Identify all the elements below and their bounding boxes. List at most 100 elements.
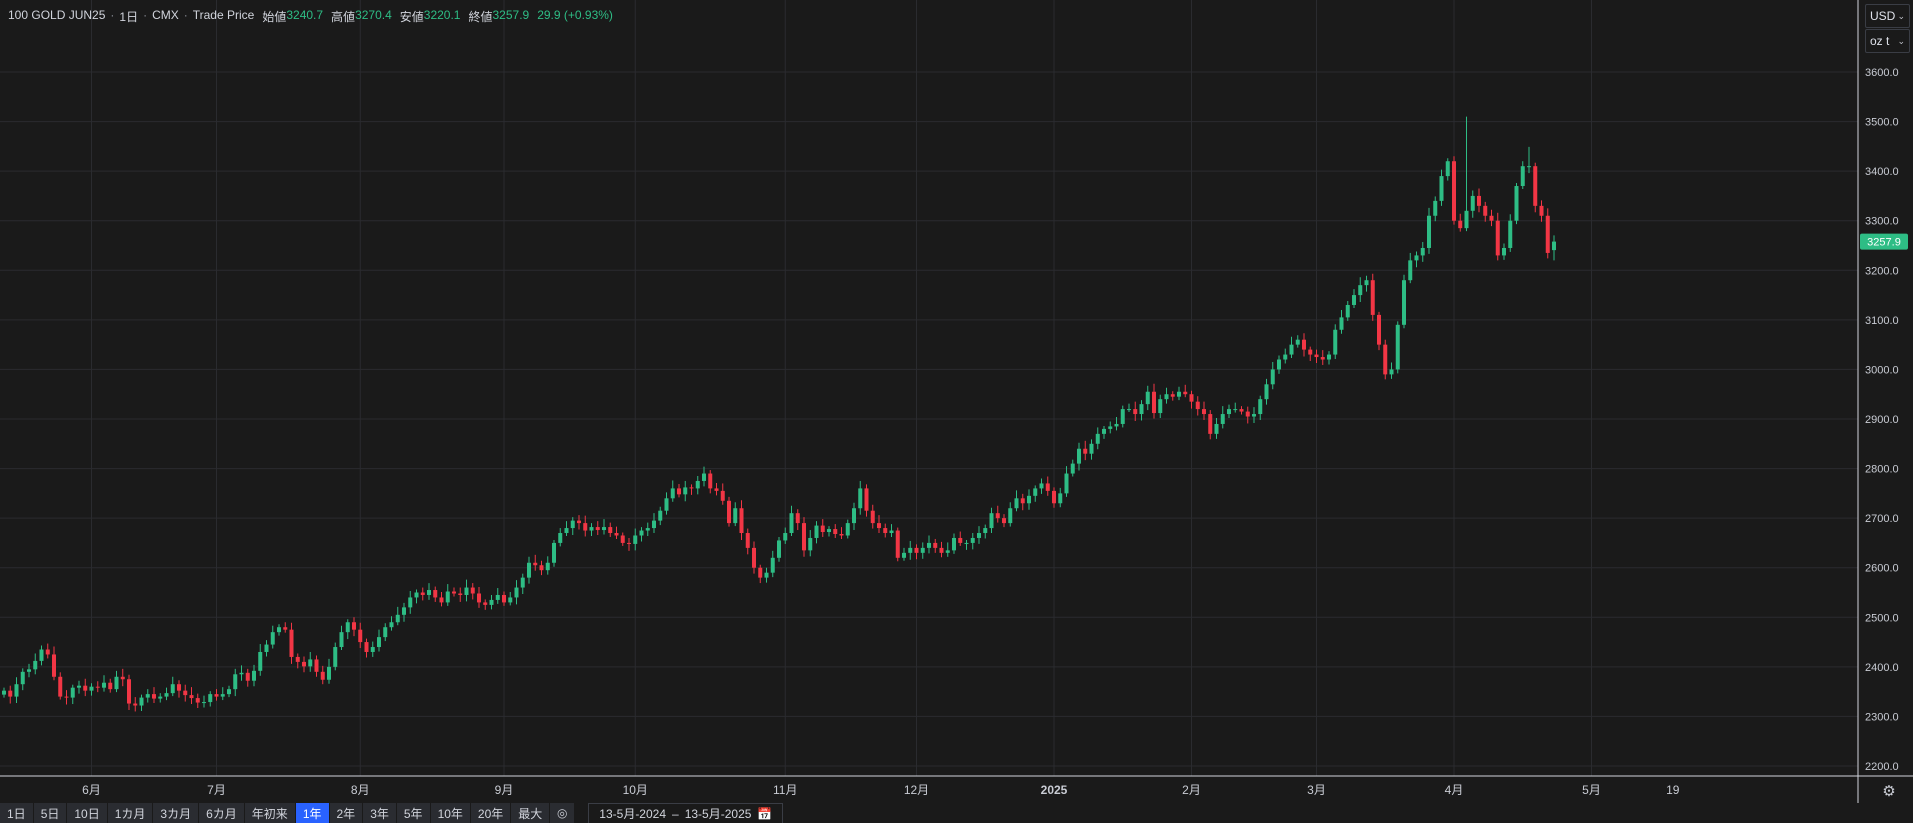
candle[interactable] — [1302, 333, 1306, 357]
candle[interactable] — [445, 584, 450, 606]
candle[interactable] — [1514, 183, 1519, 225]
candle[interactable] — [1402, 274, 1406, 329]
interval-label[interactable]: 1日 — [119, 10, 139, 24]
candle[interactable] — [295, 653, 300, 669]
candle[interactable] — [720, 483, 725, 505]
candle[interactable] — [252, 664, 256, 687]
candle[interactable] — [264, 640, 269, 657]
candle[interactable] — [783, 527, 788, 544]
candle[interactable] — [508, 592, 513, 606]
candle[interactable] — [1064, 466, 1069, 497]
candle[interactable] — [133, 697, 138, 712]
candle[interactable] — [214, 689, 219, 701]
candle[interactable] — [1452, 156, 1456, 225]
candle[interactable] — [1339, 309, 1344, 334]
candle[interactable] — [827, 526, 831, 537]
candle[interactable] — [1364, 275, 1369, 292]
candle[interactable] — [1095, 427, 1100, 450]
candle[interactable] — [283, 622, 288, 633]
candle[interactable] — [1314, 349, 1319, 363]
candle[interactable] — [1414, 251, 1419, 268]
candle[interactable] — [452, 587, 456, 597]
candle[interactable] — [289, 622, 294, 664]
candle[interactable] — [1333, 324, 1338, 360]
candle[interactable] — [908, 540, 913, 560]
candle[interactable] — [864, 484, 869, 517]
candle[interactable] — [683, 480, 688, 502]
candle[interactable] — [189, 687, 194, 705]
candle[interactable] — [14, 677, 19, 704]
candle[interactable] — [1495, 212, 1500, 261]
candle[interactable] — [139, 694, 144, 711]
candle[interactable] — [302, 656, 306, 673]
candle[interactable] — [695, 476, 700, 495]
range-button-1m[interactable]: 1カ月 — [107, 803, 154, 823]
candle[interactable] — [1152, 383, 1156, 419]
candle[interactable] — [570, 517, 575, 535]
candle[interactable] — [239, 665, 244, 681]
time-axis[interactable]: 6月 7月 8月 9月 10月 11月 12月 2025 2月 3月 4月 5月 19 — [0, 775, 1913, 797]
candlestick-chart[interactable]: 2200.0 2300.0 2400.0 2500.0 2600.0 2700.0 2800… — [0, 0, 1913, 803]
candle[interactable] — [708, 470, 713, 494]
candle[interactable] — [845, 519, 850, 539]
candle[interactable] — [645, 522, 650, 536]
candle[interactable] — [27, 663, 31, 678]
candle[interactable] — [152, 687, 156, 704]
candle[interactable] — [483, 599, 488, 610]
candle[interactable] — [539, 560, 544, 576]
candle[interactable] — [1164, 387, 1169, 404]
candle[interactable] — [958, 531, 963, 546]
candle[interactable] — [1352, 289, 1356, 308]
candle[interactable] — [1170, 391, 1175, 401]
candle[interactable] — [1258, 395, 1263, 420]
candle[interactable] — [902, 547, 906, 561]
candle[interactable] — [470, 583, 475, 600]
candle[interactable] — [1520, 161, 1525, 189]
candle[interactable] — [552, 539, 556, 567]
candle[interactable] — [758, 564, 763, 584]
candle[interactable] — [1283, 348, 1288, 364]
candle[interactable] — [752, 541, 756, 574]
candle[interactable] — [464, 579, 469, 602]
candle[interactable] — [1102, 425, 1106, 439]
candle[interactable] — [170, 676, 175, 697]
candle[interactable] — [70, 684, 75, 705]
candle[interactable] — [1077, 442, 1081, 471]
candle[interactable] — [627, 537, 631, 551]
candle[interactable] — [1345, 301, 1350, 321]
candle[interactable] — [1252, 407, 1256, 423]
candle[interactable] — [233, 668, 238, 697]
candle[interactable] — [795, 509, 800, 531]
candle[interactable] — [1508, 214, 1513, 252]
range-button-3m[interactable]: 3カ月 — [153, 803, 200, 823]
candle[interactable] — [314, 655, 319, 677]
candle[interactable] — [1195, 396, 1200, 416]
candle[interactable] — [608, 522, 613, 537]
candle[interactable] — [839, 527, 844, 539]
candle[interactable] — [1464, 116, 1469, 232]
candle[interactable] — [1214, 418, 1219, 439]
candle[interactable] — [1189, 390, 1194, 409]
candle[interactable] — [145, 689, 150, 703]
candle[interactable] — [1145, 385, 1150, 411]
candle[interactable] — [989, 507, 994, 534]
candle[interactable] — [808, 530, 813, 557]
candle[interactable] — [377, 629, 381, 652]
candle[interactable] — [789, 505, 794, 536]
candle[interactable] — [883, 523, 888, 538]
candle[interactable] — [1070, 459, 1075, 477]
candle[interactable] — [1483, 201, 1488, 222]
currency-dropdown[interactable]: USD ⌄ — [1865, 4, 1910, 28]
candle[interactable] — [383, 623, 388, 642]
candle[interactable] — [439, 592, 444, 607]
candle[interactable] — [889, 524, 894, 537]
candle[interactable] — [1295, 335, 1300, 348]
candle[interactable] — [95, 681, 100, 693]
candle[interactable] — [1383, 339, 1388, 380]
candle[interactable] — [1020, 493, 1025, 511]
candle[interactable] — [1395, 321, 1400, 374]
candle[interactable] — [1527, 146, 1531, 174]
candle[interactable] — [1208, 410, 1213, 440]
candle[interactable] — [64, 690, 69, 705]
candle[interactable] — [664, 492, 669, 515]
